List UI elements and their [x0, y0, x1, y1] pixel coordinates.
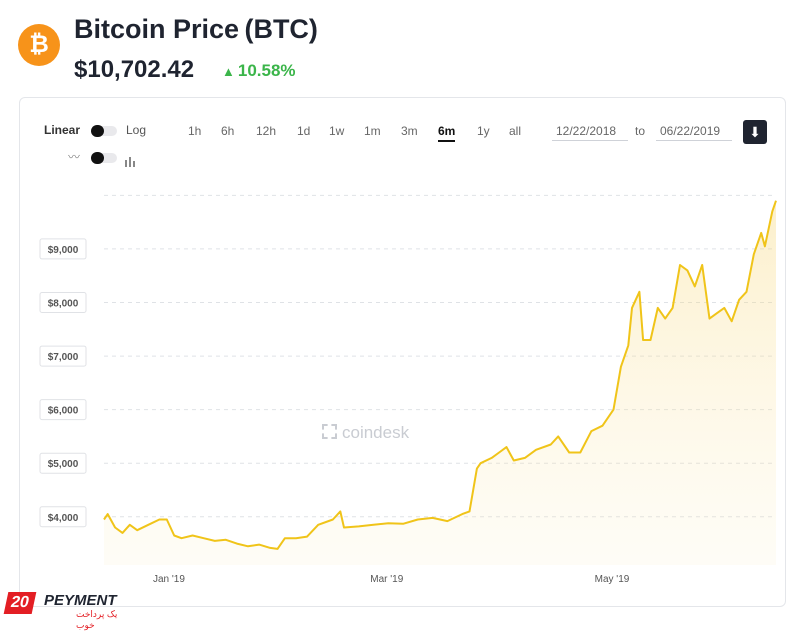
range-1m[interactable]: 1m — [364, 124, 381, 138]
date-to-label: to — [635, 124, 646, 138]
y-tick: $5,000 — [39, 452, 87, 474]
price-line[interactable] — [103, 200, 777, 550]
y-tick: $8,000 — [39, 292, 87, 313]
chart-toolbar: Linear Log 〰 1h 6h 12h 1d 1w 1m 3m 6m 1y… — [20, 98, 785, 168]
chart-type-toggle-knob — [91, 152, 104, 164]
price-change: ▲ 10.58% — [222, 61, 296, 81]
y-tick: $7,000 — [39, 345, 87, 367]
line-chart-icon[interactable]: 〰 — [68, 150, 81, 164]
y-tick: $9,000 — [39, 238, 87, 260]
range-1d[interactable]: 1d — [297, 124, 311, 138]
range-6m[interactable]: 6m — [438, 124, 456, 142]
range-12h[interactable]: 12h — [256, 124, 277, 138]
date-to-input[interactable]: 06/22/2019 — [656, 122, 732, 141]
bitcoin-logo-icon: ₿ — [18, 24, 60, 66]
linear-scale-label[interactable]: Linear — [44, 123, 81, 137]
y-tick-box — [39, 399, 87, 421]
header: ₿ Bitcoin Price (BTC) $10,702.42 ▲ 10.58% — [0, 0, 800, 92]
y-tick-label: $9,000 — [48, 245, 79, 256]
download-icon: ⬇ — [749, 123, 761, 140]
y-axis: $4,000 $5,000 $6,000 $7,000 $8,000 $9,000 — [39, 238, 87, 528]
scale-toggle-knob — [91, 125, 104, 137]
y-tick-label: $4,000 — [48, 513, 79, 524]
y-tick-label: $6,000 — [48, 406, 79, 417]
y-tick-box — [39, 292, 87, 313]
x-axis: Jan '19 Mar '19 May '19 — [153, 574, 630, 585]
range-1w[interactable]: 1w — [329, 124, 345, 138]
price-change-value: 10.58% — [237, 61, 296, 80]
watermark-text: coindesk — [342, 423, 410, 442]
chart-type-toggle[interactable] — [91, 152, 117, 164]
y-tick-label: $8,000 — [48, 299, 79, 310]
range-6h[interactable]: 6h — [221, 124, 235, 138]
candlestick-icon[interactable] — [125, 149, 137, 167]
page-title: Bitcoin Price (BTC) — [74, 14, 318, 44]
current-price: $10,702.42 — [74, 56, 195, 83]
brand-number: 20 — [3, 592, 37, 614]
y-tick: $6,000 — [39, 399, 87, 421]
area-layer — [104, 200, 776, 565]
date-from-input[interactable]: 12/22/2018 — [552, 122, 628, 141]
log-scale-label[interactable]: Log — [126, 123, 147, 137]
y-tick-label: $7,000 — [48, 352, 79, 363]
brand-name: PEYMENT — [44, 592, 117, 609]
x-tick-label: Mar '19 — [370, 574, 403, 585]
range-1y[interactable]: 1y — [477, 124, 490, 138]
x-tick-label: Jan '19 — [153, 574, 185, 585]
y-tick-box — [39, 452, 87, 474]
y-tick-box — [39, 506, 87, 528]
coindesk-logo-icon — [322, 424, 337, 439]
up-arrow-icon: ▲ — [222, 64, 235, 79]
range-all[interactable]: all — [509, 124, 522, 138]
brand-tagline: یک پرداخت خوب — [76, 609, 118, 630]
brand-watermark: 20 PEYMENT یک پرداخت خوب — [3, 592, 136, 630]
scale-toggle[interactable] — [91, 125, 117, 137]
y-tick-box — [39, 238, 87, 260]
download-button[interactable]: ⬇ — [743, 120, 767, 144]
range-3m[interactable]: 3m — [401, 124, 418, 138]
y-tick-box — [39, 345, 87, 367]
y-tick-label: $5,000 — [48, 459, 79, 470]
line-layer — [103, 200, 777, 550]
price-area — [104, 200, 776, 565]
y-tick: $4,000 — [39, 506, 87, 528]
coindesk-watermark: coindesk — [322, 423, 409, 443]
range-1h[interactable]: 1h — [188, 124, 202, 138]
x-tick-label: May '19 — [595, 574, 630, 585]
